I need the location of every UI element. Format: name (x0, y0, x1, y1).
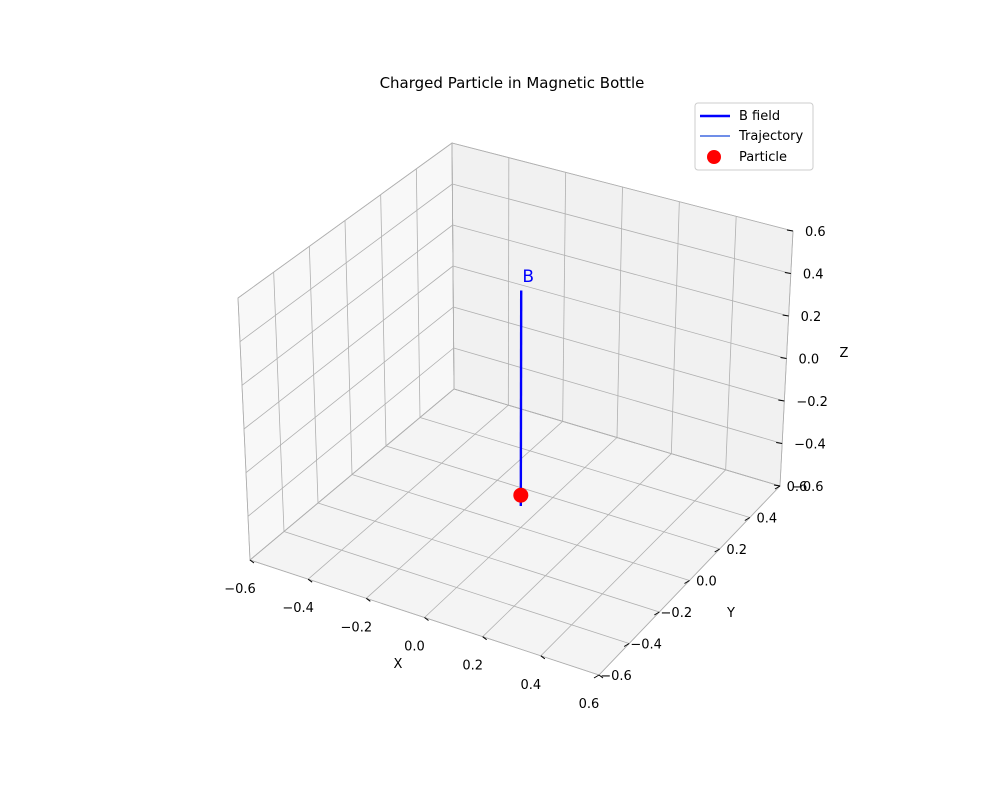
gridline-y-wall (451, 142, 455, 390)
x-tick-label: −0.2 (341, 620, 373, 635)
legend: B field Trajectory Particle (694, 102, 814, 171)
y-tick-label: −0.6 (600, 669, 632, 684)
x-tick-label: 0.0 (404, 640, 425, 655)
z-tick (784, 272, 791, 274)
gridlines (237, 142, 794, 676)
gridline-z-xwall (239, 183, 453, 342)
x-tick-label: −0.4 (282, 601, 314, 616)
gridline-z-xwall (237, 142, 453, 299)
x-tick-label: −0.6 (224, 582, 256, 597)
y-tick-label: 0.2 (726, 543, 747, 558)
legend-frame (694, 102, 814, 171)
y-tick-label: −0.2 (661, 606, 693, 621)
x-tick (366, 597, 371, 602)
x-tick (540, 655, 546, 660)
gridline-z-ywall (451, 142, 794, 232)
x-tick (598, 674, 604, 679)
z-tick-label: −0.4 (794, 438, 826, 453)
z-tick (778, 399, 785, 402)
axes-panes (237, 142, 794, 676)
z-tick (773, 484, 781, 487)
series-particle-point (513, 487, 529, 503)
z-tick (776, 442, 783, 444)
z-tick (782, 314, 789, 317)
x-tick (307, 578, 313, 583)
z-tick (780, 357, 787, 359)
y-tick (684, 580, 690, 584)
y-tick (654, 611, 660, 616)
legend-label-particle: Particle (739, 150, 787, 165)
z-tick-label: 0.6 (805, 225, 826, 240)
y-tick-label: 0.4 (756, 512, 777, 527)
x-tick (424, 617, 429, 621)
x-axis-label: X (394, 657, 403, 672)
y-axis-label: Y (726, 606, 735, 621)
y-tick-label: 0.6 (787, 480, 808, 495)
y-tick (593, 674, 600, 679)
y-tick (623, 643, 630, 647)
x-tick-label: 0.2 (462, 659, 483, 674)
z-axis-label: Z (840, 346, 849, 361)
y-tick-label: 0.0 (696, 575, 717, 590)
y-tick (774, 485, 781, 490)
z-tick (786, 229, 794, 232)
z-tick-label: −0.6 (792, 480, 824, 495)
legend-swatch-particle (707, 150, 721, 164)
y-tick (714, 548, 720, 553)
z-tick-label: 0.2 (801, 310, 822, 325)
x-tick-label: 0.6 (579, 697, 600, 712)
z-tick-label: 0.4 (803, 268, 824, 283)
annotation-label: B (522, 267, 534, 287)
legend-label-trajectory: Trajectory (738, 129, 803, 144)
z-tick-label: −0.2 (796, 395, 828, 410)
legend-label-b-field: B field (739, 109, 780, 124)
x-tick (249, 559, 255, 564)
x-tick-label: 0.4 (520, 678, 541, 693)
z-tick-label: 0.0 (799, 353, 820, 368)
gridline-z-ywall (452, 183, 791, 274)
chart-title: Charged Particle in Magnetic Bottle (380, 74, 645, 92)
axis-ticks: −0.6 −0.6 −0.6 −0.4 −0.4 −0.4 −0.2 −0.2 −0.2 0.0 0… (224, 225, 828, 712)
x-tick (482, 636, 487, 641)
y-tick (744, 517, 751, 521)
gridline-y-floor (453, 388, 781, 487)
gridline-y-floor (419, 417, 750, 518)
plot-area: B (513, 267, 534, 507)
y-tick-label: −0.4 (630, 638, 662, 653)
